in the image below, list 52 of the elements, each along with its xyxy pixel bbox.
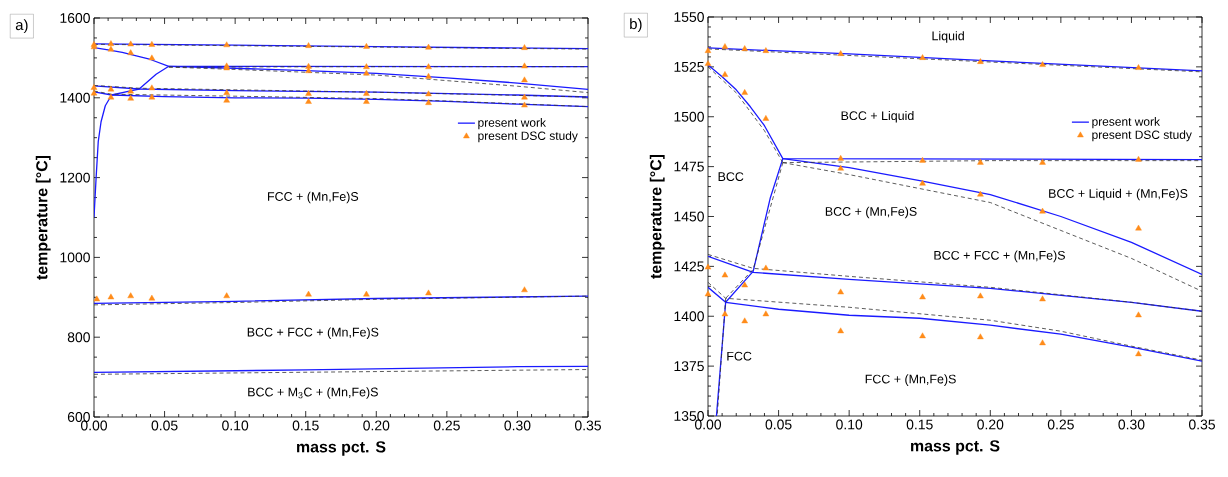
- legend-label: present work: [478, 118, 546, 130]
- annotation: FCC + (Mn,Fe)S: [268, 191, 359, 204]
- y-tick-label: 1450: [674, 211, 704, 222]
- y-tick-label: 1500: [674, 111, 704, 122]
- x-tick-label: 0.05: [151, 420, 178, 431]
- y-tick-label: 1525: [674, 61, 704, 72]
- x-tick-label: 0.10: [222, 420, 249, 431]
- annotation: BCC + Liquid + (Mn,Fe)S: [1049, 188, 1188, 201]
- y-tick-label: 1200: [60, 172, 90, 183]
- y-tick-label: 600: [67, 412, 90, 422]
- x-tick-label: 0.00: [80, 420, 108, 431]
- y-tick-label: 1475: [674, 161, 704, 172]
- annotation: BCC + Liquid: [841, 110, 914, 123]
- x-tick-label: 0.35: [1188, 419, 1215, 430]
- legend-label: present work: [1092, 117, 1160, 129]
- x-tick-label: 0.35: [574, 420, 601, 431]
- annotation: BCC + M$_{3}$C + (Mn,Fe)S: [248, 387, 378, 399]
- x-tick-label: 0.25: [1047, 419, 1074, 430]
- x-tick-label: 0.20: [363, 420, 390, 431]
- y-tick-label: 1000: [60, 252, 90, 263]
- x-tick-label: 0.30: [504, 420, 531, 431]
- y-tick-label: 1600: [60, 13, 90, 23]
- annotation: BCC + FCC + (Mn,Fe)S: [247, 327, 379, 340]
- x-tick-label: 0.25: [433, 420, 460, 431]
- x-tick-label: 0.20: [977, 419, 1004, 430]
- legend-label: present DSC study: [478, 131, 578, 143]
- x-tick-label: 0.15: [906, 419, 933, 430]
- y-tick-label: 1400: [60, 92, 90, 103]
- annotation: BCC: [718, 172, 744, 182]
- y-axis-title: temperature [°C]: [35, 155, 51, 280]
- y-tick-label: 1550: [674, 12, 704, 22]
- x-tick-label: 0.00: [694, 419, 722, 430]
- annotation: BCC + (Mn,Fe)S: [825, 206, 917, 219]
- y-tick-label: 800: [67, 332, 90, 343]
- x-tick-label: 0.10: [836, 419, 863, 430]
- x-axis-title: mass pct. S: [911, 440, 1000, 455]
- y-tick-label: 1425: [674, 261, 704, 272]
- chart-title: a): [15, 19, 28, 34]
- x-tick-label: 0.05: [765, 419, 792, 430]
- x-axis-title: mass pct. S: [297, 441, 386, 456]
- annotation: FCC: [727, 351, 752, 361]
- y-tick-label: 1400: [674, 311, 704, 322]
- x-tick-label: 0.15: [292, 420, 319, 431]
- chart-title: b): [630, 18, 642, 33]
- legend-label: present DSC study: [1092, 130, 1192, 142]
- y-axis-title: temperature [°C]: [649, 154, 665, 279]
- annotation: BCC + FCC + (Mn,Fe)S: [934, 250, 1065, 263]
- annotation: FCC + (Mn,Fe)S: [865, 374, 956, 386]
- y-tick-label: 1350: [674, 411, 704, 421]
- x-tick-label: 0.30: [1118, 419, 1145, 430]
- y-tick-label: 1375: [674, 361, 704, 372]
- annotation: Liquid: [932, 31, 964, 43]
